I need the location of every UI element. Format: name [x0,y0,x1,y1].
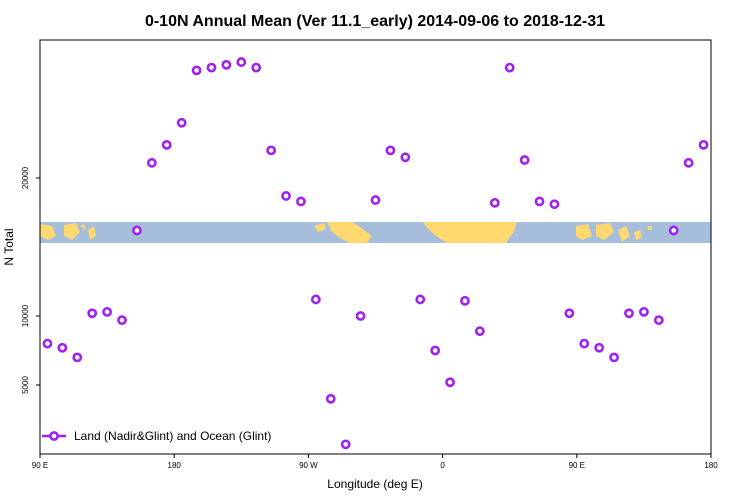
data-point [310,294,321,305]
data-point [415,294,426,305]
x-tick-label: 90 W [299,461,318,470]
data-point [42,338,53,349]
data-point [698,139,709,150]
map-land-sumatra-left [40,224,56,240]
map-land-africa [423,222,517,243]
data-point [236,57,247,67]
data-point [564,308,575,319]
x-axis: 90 E 180 90 W 0 90 E 180 [32,454,718,470]
data-point [206,62,217,73]
y-tick-label: 20000 [21,166,30,189]
x-tick-label: 90 E [32,461,48,470]
data-point [579,338,590,349]
map-land-islands-right-2 [648,226,652,230]
data-point [683,157,694,168]
map-land-borneo-left [64,223,80,240]
data-point [653,315,664,326]
y-axis-label: N Total [2,228,16,265]
data-point [594,342,605,353]
map-land-sumatra-right [576,224,592,240]
data-point [102,306,112,317]
legend-marker [49,431,59,441]
data-points [42,57,709,450]
data-point [221,59,232,70]
data-point [161,139,172,150]
data-point [191,65,202,76]
map-land-guinea-left [88,226,96,240]
data-point [400,152,411,163]
data-point [639,306,649,317]
data-point [266,145,277,156]
legend-label: Land (Nadir&Glint) and Ocean (Glint) [74,429,271,443]
data-point [87,308,98,319]
map-land-panama [314,223,326,232]
data-point [355,311,366,321]
plot-frame [39,39,712,455]
y-tick-label: 10000 [21,304,30,327]
data-point [534,196,545,207]
data-point [251,62,262,73]
map-ocean [40,222,711,243]
data-point [146,157,157,168]
data-point [430,345,441,356]
data-point [370,195,381,205]
data-point [72,352,83,363]
data-point [281,191,291,201]
data-point [296,196,306,207]
data-point [504,62,515,73]
data-point [325,393,336,404]
legend: Land (Nadir&Glint) and Ocean (Glint) [42,429,271,443]
data-point [132,225,142,236]
data-point [340,439,351,450]
data-point [624,308,634,319]
map-land-islands-right [634,230,642,240]
data-point [549,199,560,210]
map-land-borneo-right [596,223,614,240]
x-tick-label: 180 [168,461,182,470]
data-point [489,197,500,208]
map-land-sulawesi-left [80,224,86,230]
map-land-south-america [327,222,372,243]
data-point [57,342,68,353]
data-point [609,352,619,363]
data-point [176,117,187,128]
map-strip [40,222,711,243]
x-tick-label: 0 [440,461,445,470]
data-point [668,225,679,236]
data-point [445,377,455,388]
chart-title: 0-10N Annual Mean (Ver 11.1_early) 2014-… [145,13,605,30]
data-point [117,315,127,326]
data-point [474,326,485,337]
x-tick-label: 180 [704,461,718,470]
data-point [460,295,470,306]
y-axis: 5000 10000 20000 [21,166,40,394]
map-land-guinea-right [618,226,630,242]
data-point [519,155,530,165]
x-axis-label: Longitude (deg E) [327,477,422,491]
x-tick-label: 90 E [569,461,585,470]
data-point [385,145,396,156]
y-tick-label: 5000 [21,376,30,394]
